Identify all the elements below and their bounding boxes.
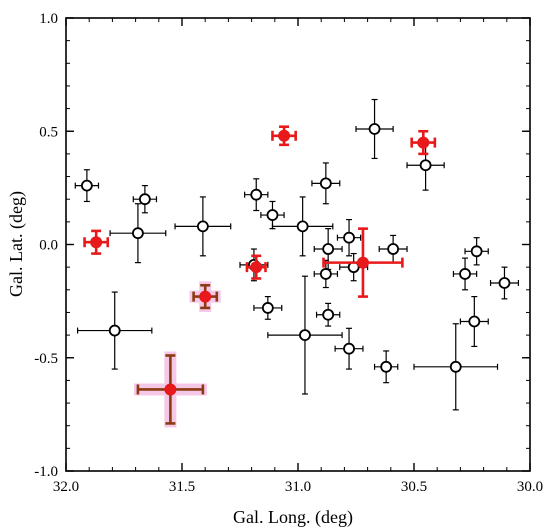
filled-marker — [164, 383, 177, 396]
open-marker — [449, 360, 462, 373]
data-point — [413, 323, 499, 411]
open-marker — [250, 188, 263, 201]
marks-layer — [74, 98, 520, 428]
x-tick-label: 30.5 — [401, 479, 427, 495]
y-axis-label: Gal. Lat. (deg) — [6, 191, 27, 297]
x-tick-label: 30.0 — [517, 479, 543, 495]
open-marker — [459, 268, 471, 280]
data-point — [410, 129, 437, 156]
data-point — [378, 234, 408, 264]
y-tick-label: 0.0 — [39, 238, 58, 254]
open-marker — [322, 243, 335, 255]
filled-marker — [356, 256, 369, 269]
filled-marker — [278, 129, 291, 142]
open-marker — [387, 243, 400, 255]
x-tick-label: 31.0 — [285, 479, 311, 495]
data-point — [253, 295, 283, 320]
data-point — [311, 162, 341, 205]
data-point — [245, 254, 267, 280]
data-point — [244, 178, 269, 212]
y-tick-label: -1.0 — [34, 464, 58, 480]
open-marker — [470, 245, 483, 258]
open-marker — [319, 177, 332, 190]
data-point — [74, 169, 100, 203]
x-tick-label: 31.5 — [169, 479, 195, 495]
data-point — [452, 257, 478, 291]
open-marker — [468, 315, 481, 328]
data-point — [76, 291, 153, 370]
data-point — [189, 281, 221, 312]
data-point — [355, 98, 394, 160]
data-point — [109, 203, 167, 264]
x-axis-label: Gal. Long. (deg) — [233, 507, 353, 528]
open-marker — [322, 308, 335, 321]
axes-layer: 32.0 31.5 31.0 30.5 30.0 -1.0 -0.5 0.0 0.5 1.0 — [34, 11, 543, 495]
x-tick-label: 32.0 — [53, 479, 79, 495]
filled-marker — [417, 136, 430, 149]
data-point — [336, 218, 362, 257]
open-marker — [108, 324, 121, 337]
filled-marker — [90, 236, 103, 249]
y-tick-label: -0.5 — [34, 351, 58, 367]
data-point — [334, 327, 364, 370]
open-marker — [299, 329, 311, 342]
data-point — [459, 295, 489, 348]
data-point — [313, 259, 339, 289]
data-point — [315, 302, 341, 327]
y-tick-label: 1.0 — [39, 11, 58, 27]
open-marker — [138, 193, 151, 206]
open-marker — [80, 179, 93, 192]
open-marker — [419, 159, 432, 172]
filled-marker — [199, 290, 212, 303]
open-marker — [343, 342, 355, 355]
y-tick-label: 0.5 — [39, 124, 58, 140]
data-point — [133, 351, 207, 428]
data-point — [83, 229, 110, 255]
data-point — [174, 196, 232, 257]
open-marker — [196, 220, 209, 233]
open-marker — [132, 227, 144, 240]
data-point — [464, 237, 489, 266]
data-point — [271, 125, 297, 147]
data-point — [373, 350, 399, 384]
open-marker — [343, 231, 355, 244]
open-marker — [296, 220, 309, 233]
open-marker — [368, 123, 381, 135]
open-marker — [261, 302, 274, 314]
open-marker — [380, 360, 393, 373]
filled-marker — [250, 261, 263, 274]
open-marker — [266, 209, 279, 221]
data-point — [489, 266, 520, 300]
data-point — [132, 185, 158, 214]
open-marker — [319, 268, 332, 280]
data-point — [267, 275, 343, 395]
data-point — [322, 227, 404, 298]
open-marker — [498, 277, 511, 289]
data-point — [271, 196, 334, 257]
plot-frame — [65, 17, 531, 472]
